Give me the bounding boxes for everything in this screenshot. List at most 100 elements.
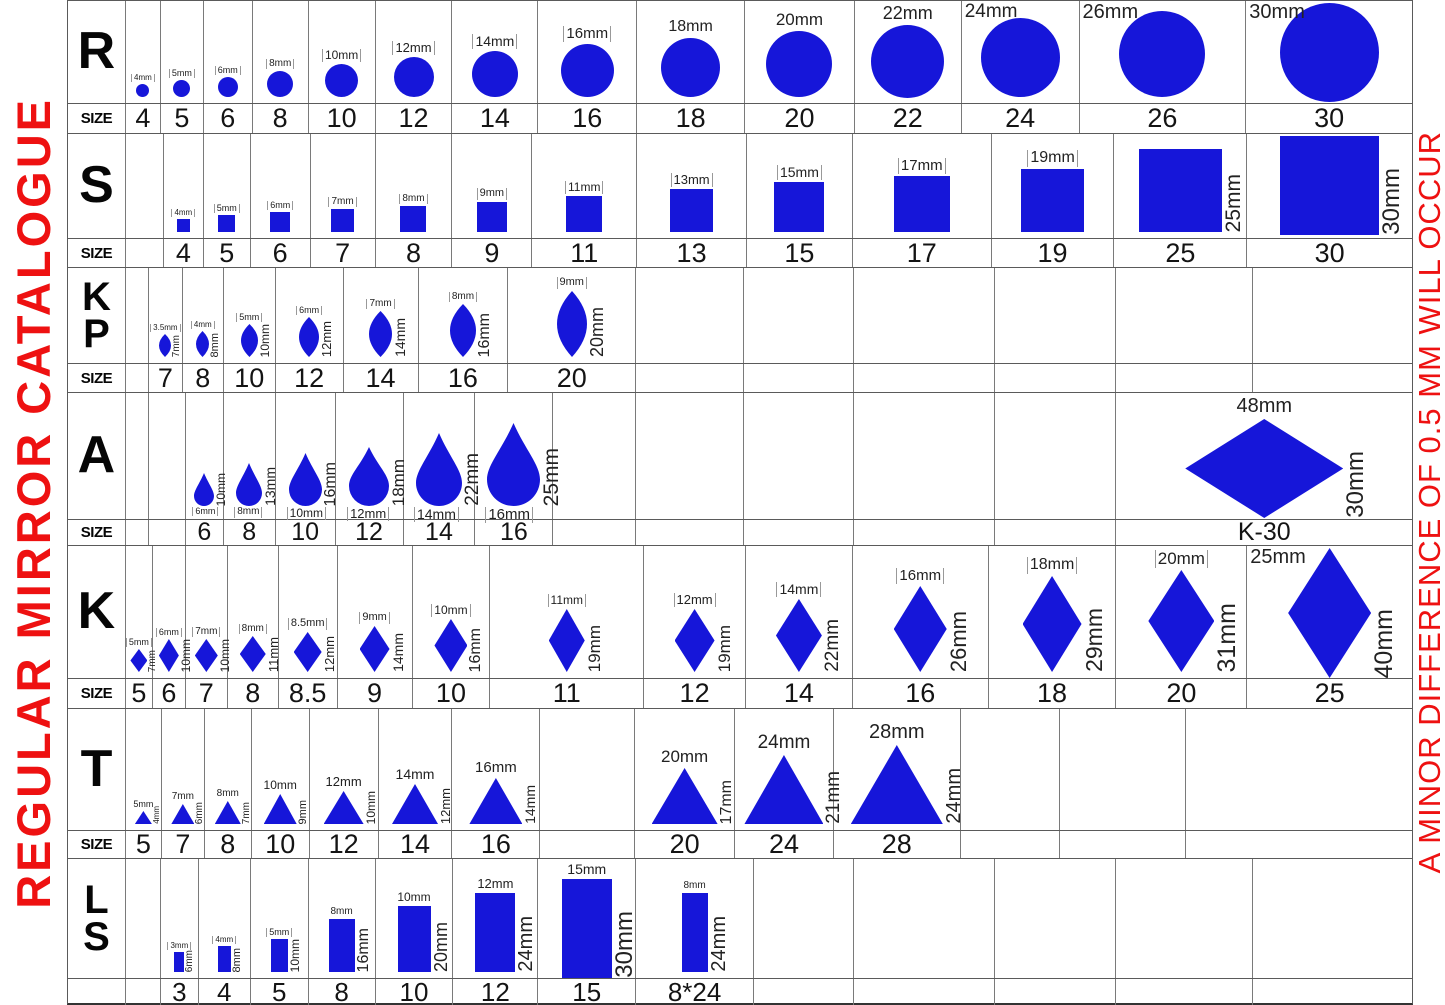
shape-wrap: 16mm <box>434 619 484 672</box>
shape-square <box>566 196 603 232</box>
shape-cell-S-5: 5mm <box>204 134 251 238</box>
shape-rect <box>397 906 431 972</box>
dim-label-top: 8.5mm <box>287 618 328 630</box>
empty-cell <box>126 134 164 238</box>
shape-rect <box>681 893 708 972</box>
size-value-K-7: 7 <box>186 679 228 708</box>
shape-row-S: S 4mm 5mm 6mm 7mm 8mm 9mm 11mm 13mm 15mm 17mm 19mm 2… <box>68 134 1412 239</box>
empty-cell <box>854 859 995 978</box>
row-letter-text: K <box>82 274 111 319</box>
shape-marquise-path <box>196 331 210 357</box>
shape-wrap <box>325 64 359 97</box>
shape-cell-R-22: 22mm <box>855 1 962 103</box>
shape-wrap: 20mm <box>397 906 451 972</box>
shape-wrap: 10mm <box>194 639 232 672</box>
empty-cell <box>553 393 637 519</box>
size-value-R-14: 14 <box>452 104 539 133</box>
shape-rect <box>174 952 185 972</box>
dim-label-top: 8mm <box>216 787 239 799</box>
shape-circle <box>1119 11 1206 97</box>
empty-cell <box>1253 268 1412 363</box>
dim-label-top: 5mm <box>236 312 263 322</box>
shape-wrap <box>774 182 825 232</box>
empty-cell <box>854 268 995 363</box>
dim-label-top: 16mm <box>896 568 945 584</box>
shape-teardrop <box>194 473 215 506</box>
dim-label-top: 25mm <box>1250 546 1306 568</box>
empty-cell <box>1186 709 1412 830</box>
dim-label-side: 14mm <box>389 633 406 672</box>
shape-wrap <box>331 209 355 232</box>
size-label-cell: SIZE <box>68 520 126 545</box>
shape-wrap: 24mm <box>850 745 965 824</box>
shape-square <box>670 189 714 232</box>
size-value-R-26: 26 <box>1080 104 1247 133</box>
dim-label-side: 8mm <box>209 332 222 357</box>
dim-label-top: 9mm <box>556 277 587 289</box>
empty-cell <box>744 393 854 519</box>
shape-wrap: 22mm <box>775 599 843 672</box>
dim-label-side: 26mm <box>945 610 971 672</box>
shape-cell-T-7: 7mm 6mm <box>162 709 205 830</box>
shape-wrap: 19mm <box>548 609 604 672</box>
size-value-A-12: 12 <box>336 520 404 545</box>
shape-wrap: 10mm <box>270 939 302 972</box>
dim-label-top: 16mm <box>563 26 612 42</box>
size-label-cell: SIZE <box>68 364 126 392</box>
dim-label-top: 3.5mm <box>150 323 181 332</box>
shape-wrap <box>218 215 236 232</box>
size-value-K-5: 5 <box>126 679 153 708</box>
shape-teardrop <box>415 433 462 506</box>
shape-cell-S-4: 4mm <box>164 134 204 238</box>
shape-triangle <box>469 778 523 824</box>
size-value-empty <box>995 520 1117 545</box>
shape-cell-A-8: 13mm 8mm <box>224 393 278 519</box>
shape-cell-R-12: 12mm <box>376 1 453 103</box>
empty-cell <box>1253 859 1412 978</box>
empty-cell <box>744 268 854 363</box>
shape-cell-LS-12: 12mm 24mm <box>453 859 539 978</box>
shape-triangle <box>392 784 438 824</box>
shape-cell-K-6: 6mm 10mm <box>153 546 193 678</box>
size-value-T-10: 10 <box>252 831 310 858</box>
shape-diamond <box>359 626 390 672</box>
size-value-R-12: 12 <box>376 104 453 133</box>
size-value-empty <box>1253 364 1412 392</box>
shape-wrap: 7mm <box>159 334 182 357</box>
shape-cell-K-7: 7mm 10mm <box>186 546 232 678</box>
size-value-empty <box>854 979 995 1005</box>
shape-square <box>476 202 507 232</box>
shape-wrap <box>400 206 427 232</box>
shape-cell-A-6: 10mm 6mm <box>186 393 228 519</box>
shape-rect <box>561 879 612 978</box>
dim-label-bottom: 8mm <box>234 506 263 518</box>
dim-label-top: 10mm <box>321 49 362 62</box>
dim-label-side: 30mm <box>1378 168 1406 235</box>
shape-cell-S-9: 9mm <box>452 134 533 238</box>
shape-cell-K-9: 9mm 14mm <box>338 546 413 678</box>
shape-wrap <box>980 18 1060 97</box>
dim-label-top: 17mm <box>897 158 946 174</box>
dim-label-top: 7mm <box>366 298 395 309</box>
shape-cell-T-20: 20mm 17mm <box>635 709 736 830</box>
dim-label-bottom: 6mm <box>192 506 219 517</box>
size-value-KP-10: 10 <box>224 364 276 392</box>
size-value-R-20: 20 <box>745 104 855 133</box>
size-value-A-K-30: K-30 <box>1237 520 1291 545</box>
size-value-empty <box>744 520 854 545</box>
shape-wrap <box>566 196 603 232</box>
empty-cell <box>540 709 636 830</box>
size-value-empty <box>1253 979 1412 1005</box>
shape-triangle <box>850 745 943 824</box>
shape-wrap: 10mm <box>240 324 272 357</box>
shape-square <box>774 182 825 232</box>
shape-row-R: R 4mm 5mm 6mm 8mm 10mm 12mm 14mm 16mm 18mm 20mm 22m… <box>68 1 1412 104</box>
dim-label-top: 6mm <box>267 200 294 210</box>
size-label: SIZE <box>80 244 113 262</box>
dim-label-top: 14mm <box>472 34 518 49</box>
shape-cell-S-13: 13mm <box>637 134 747 238</box>
shape-wrap: 8mm <box>217 946 243 972</box>
dim-label-side: 16mm <box>321 461 339 506</box>
size-value-K-20: 20 <box>1116 679 1248 708</box>
shape-row-T: T 5mm 4mm 7mm 6mm 8mm 7mm 10mm 9mm 12mm 10mm 14mm 12… <box>68 709 1412 831</box>
